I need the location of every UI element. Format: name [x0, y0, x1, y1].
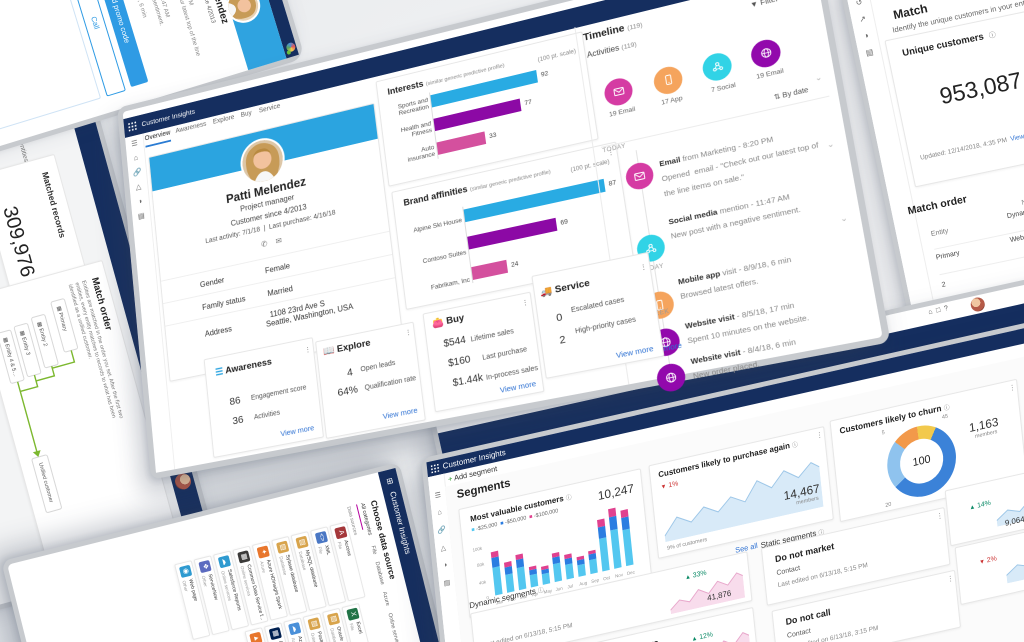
svg-text:Mar: Mar: [520, 593, 529, 600]
svg-text:Jun: Jun: [555, 585, 563, 592]
svg-text:Jan: Jan: [496, 599, 504, 606]
svg-text:Oct: Oct: [603, 575, 611, 582]
svg-text:Nov: Nov: [615, 572, 624, 579]
svg-text:Aug: Aug: [579, 580, 588, 587]
svg-text:Feb: Feb: [508, 596, 517, 603]
svg-text:100k: 100k: [472, 545, 483, 552]
svg-text:Sep: Sep: [591, 577, 600, 584]
svg-text:40k: 40k: [479, 579, 487, 586]
svg-text:Apr: Apr: [531, 591, 539, 598]
svg-text:Dec: Dec: [627, 569, 636, 576]
svg-text:May: May: [543, 588, 553, 595]
svg-text:80k: 80k: [477, 561, 485, 568]
svg-text:Jul: Jul: [567, 583, 573, 589]
svg-text:0: 0: [486, 595, 489, 601]
